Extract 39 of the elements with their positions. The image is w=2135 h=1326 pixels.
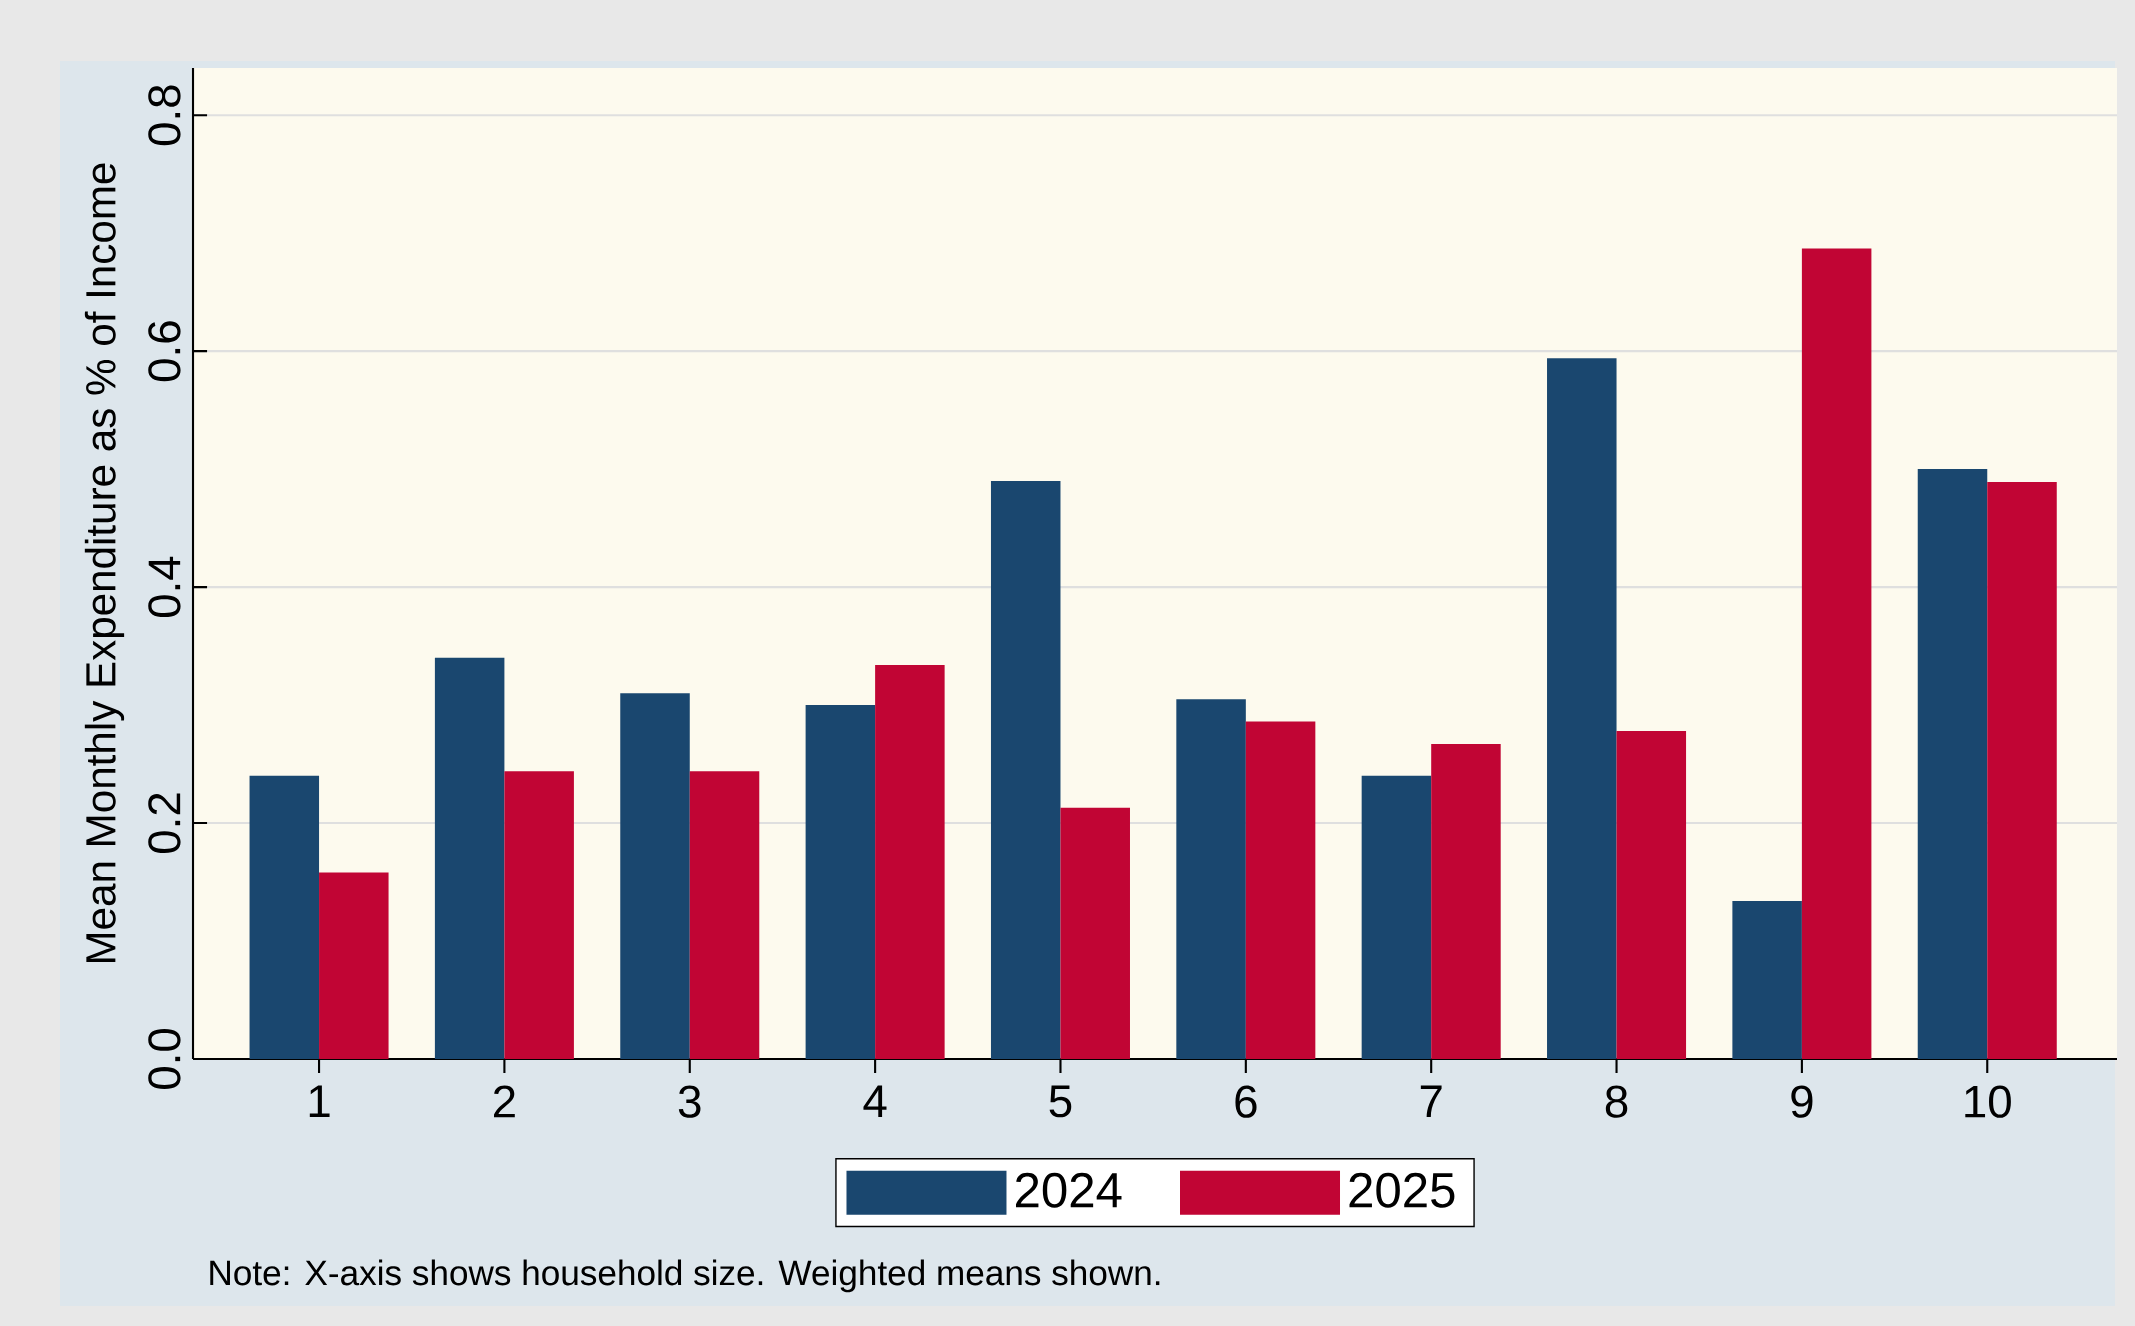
bar bbox=[1060, 807, 1130, 1059]
x-tick-label: 4 bbox=[863, 1085, 887, 1117]
x-tick-label: 9 bbox=[1791, 1085, 1813, 1118]
bar bbox=[805, 705, 876, 1059]
x-tick-label: 10 bbox=[1965, 1085, 2011, 1118]
bar bbox=[875, 664, 945, 1059]
bar bbox=[689, 771, 760, 1059]
bar bbox=[249, 775, 320, 1059]
y-tick-label: 0.8 bbox=[148, 85, 181, 146]
x-tick-label: 5 bbox=[1049, 1085, 1072, 1118]
legend-label: 2025 bbox=[1349, 1172, 1455, 1208]
bar bbox=[990, 480, 1061, 1059]
bar bbox=[1732, 900, 1802, 1059]
bar bbox=[620, 693, 690, 1059]
bar bbox=[1801, 248, 1872, 1059]
x-tick-label: 6 bbox=[1235, 1085, 1257, 1118]
y-tick-label: 0.6 bbox=[148, 321, 181, 382]
legend-label: 2024 bbox=[1016, 1172, 1122, 1208]
bar bbox=[1547, 358, 1617, 1059]
bar bbox=[1987, 482, 2057, 1059]
bar bbox=[1245, 721, 1316, 1059]
bar bbox=[1616, 731, 1687, 1059]
y-tick-label: 0.2 bbox=[148, 793, 181, 854]
bar bbox=[1361, 775, 1432, 1059]
bar bbox=[434, 657, 505, 1059]
bar bbox=[504, 771, 574, 1059]
x-tick-label: 2 bbox=[494, 1085, 515, 1118]
x-tick-label: 8 bbox=[1605, 1085, 1628, 1118]
y-tick-label: 0.0 bbox=[148, 1028, 181, 1089]
bar bbox=[319, 872, 389, 1059]
bar bbox=[1176, 699, 1246, 1059]
bar bbox=[1431, 744, 1501, 1059]
x-tick-label: 7 bbox=[1420, 1085, 1442, 1117]
x-tick-label: 1 bbox=[309, 1085, 330, 1117]
text: Note: X-axis shows household size. Weighted means shown. bbox=[210, 1259, 1160, 1293]
x-tick-label: 3 bbox=[678, 1085, 701, 1118]
y-tick-label: 0.4 bbox=[148, 556, 181, 618]
bar bbox=[1917, 469, 1988, 1059]
y-axis-title: Mean Monthly Expenditure as % of Income bbox=[84, 163, 125, 963]
